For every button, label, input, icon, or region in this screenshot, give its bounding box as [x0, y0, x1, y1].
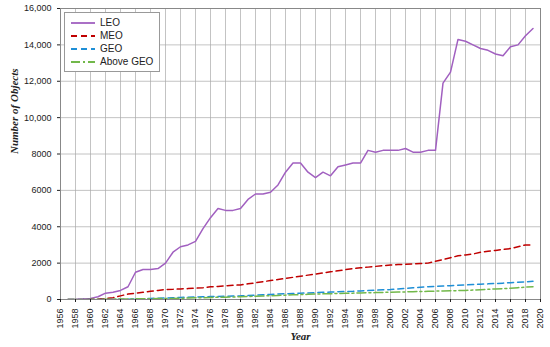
html-text:LEO: LEO — [100, 17, 120, 28]
svg-text:1968: 1968 — [145, 309, 155, 329]
svg-text:2004: 2004 — [415, 309, 425, 329]
svg-text:2010: 2010 — [460, 309, 470, 329]
svg-text:2000: 2000 — [31, 258, 51, 268]
svg-text:8000: 8000 — [31, 149, 51, 159]
svg-text:1982: 1982 — [250, 309, 260, 329]
svg-text:16,000: 16,000 — [24, 3, 52, 13]
svg-text:1990: 1990 — [310, 309, 320, 329]
svg-text:1992: 1992 — [325, 309, 335, 329]
svg-text:14,000: 14,000 — [24, 40, 52, 50]
svg-text:1996: 1996 — [355, 309, 365, 329]
svg-text:1986: 1986 — [280, 309, 290, 329]
svg-text:0: 0 — [46, 294, 51, 304]
svg-text:2012: 2012 — [475, 309, 485, 329]
svg-text:Year: Year — [290, 330, 311, 342]
svg-text:1978: 1978 — [220, 309, 230, 329]
svg-text:1994: 1994 — [340, 309, 350, 329]
svg-text:2006: 2006 — [430, 309, 440, 329]
svg-text:1972: 1972 — [175, 309, 185, 329]
svg-text:1958: 1958 — [70, 309, 80, 329]
svg-text:1970: 1970 — [160, 309, 170, 329]
svg-text:1984: 1984 — [265, 309, 275, 329]
svg-text:12,000: 12,000 — [24, 76, 52, 86]
html-text:Above GEO: Above GEO — [100, 56, 154, 67]
svg-text:1962: 1962 — [100, 309, 110, 329]
svg-text:10,000: 10,000 — [24, 113, 52, 123]
svg-text:2018: 2018 — [520, 309, 530, 329]
svg-text:2014: 2014 — [490, 309, 500, 329]
svg-text:1960: 1960 — [85, 309, 95, 329]
svg-text:1966: 1966 — [130, 309, 140, 329]
svg-text:2020: 2020 — [535, 309, 545, 329]
svg-text:2008: 2008 — [445, 309, 455, 329]
svg-text:Number of Objects: Number of Objects — [8, 68, 20, 155]
svg-text:1980: 1980 — [235, 309, 245, 329]
svg-text:2000: 2000 — [385, 309, 395, 329]
svg-text:1976: 1976 — [205, 309, 215, 329]
svg-text:1998: 1998 — [370, 309, 380, 329]
svg-text:1988: 1988 — [295, 309, 305, 329]
svg-text:4000: 4000 — [31, 222, 51, 232]
svg-text:6000: 6000 — [31, 185, 51, 195]
svg-text:2002: 2002 — [400, 309, 410, 329]
html-text:MEO: MEO — [100, 30, 123, 41]
svg-text:1974: 1974 — [190, 309, 200, 329]
svg-text:1956: 1956 — [55, 309, 65, 329]
svg-text:2016: 2016 — [505, 309, 515, 329]
html-text:GEO: GEO — [100, 43, 123, 54]
svg-text:1964: 1964 — [115, 309, 125, 329]
